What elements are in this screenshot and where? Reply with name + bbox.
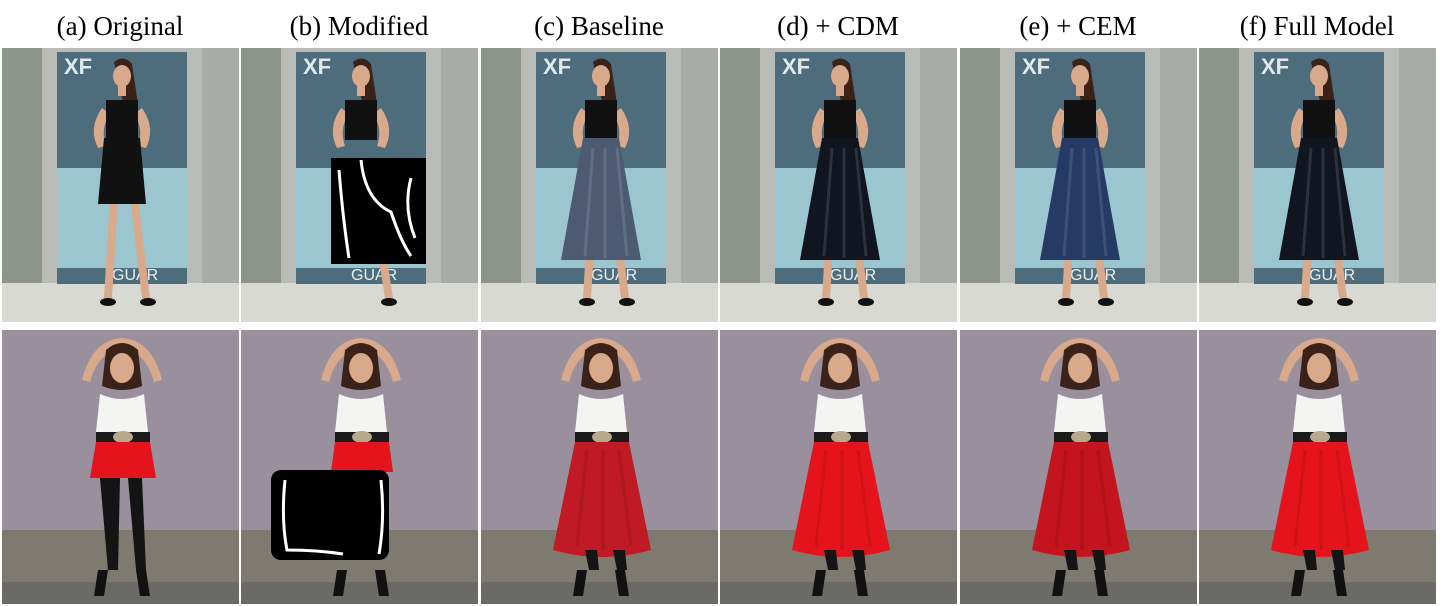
garment bbox=[553, 442, 651, 557]
image-2-baseline bbox=[481, 330, 718, 604]
photo: XF GUAR bbox=[960, 48, 1197, 322]
garment bbox=[98, 138, 146, 204]
photo: XF GUAR bbox=[2, 48, 239, 322]
image-2-cdm bbox=[720, 330, 957, 604]
image-grid: XF GUAR XF GUAR XF GUAR XF GUAR XF GUAR XF GUAR bbox=[2, 48, 1438, 604]
photo: XF GUAR bbox=[481, 48, 718, 322]
banner-text-bottom: GUAR bbox=[830, 267, 876, 284]
photo bbox=[2, 330, 239, 604]
photo bbox=[1199, 330, 1436, 604]
image-1-cdm: XF GUAR bbox=[720, 48, 957, 322]
garment bbox=[1032, 442, 1130, 557]
image-1-baseline: XF GUAR bbox=[481, 48, 718, 322]
column-title-cdm: (d) + CDM bbox=[777, 11, 899, 41]
photo bbox=[481, 330, 718, 604]
garment bbox=[561, 138, 641, 260]
image-1-original: XF GUAR bbox=[2, 48, 239, 322]
banner-text-top: XF bbox=[1261, 54, 1289, 79]
banner-text-top: XF bbox=[1022, 54, 1050, 79]
column-title-modified: (b) Modified bbox=[289, 11, 429, 41]
column-title-cem: (e) + CEM bbox=[1019, 11, 1137, 41]
banner-text-top: XF bbox=[64, 54, 92, 79]
photo: XF GUAR bbox=[720, 48, 957, 322]
column-headers: (a) Original (b) Modified (c) Baseline (… bbox=[0, 8, 1440, 44]
photo: XF GUAR bbox=[1199, 48, 1436, 322]
photo bbox=[241, 330, 478, 604]
garment bbox=[800, 138, 880, 260]
garment bbox=[1279, 138, 1359, 260]
image-2-original bbox=[2, 330, 239, 604]
banner-text-top: XF bbox=[303, 54, 331, 79]
banner-text-top: XF bbox=[543, 54, 571, 79]
garment bbox=[1271, 442, 1369, 557]
garment bbox=[90, 442, 156, 478]
image-2-cem bbox=[960, 330, 1197, 604]
photo bbox=[960, 330, 1197, 604]
garment bbox=[792, 442, 890, 557]
garment bbox=[1040, 138, 1120, 260]
banner-text-top: XF bbox=[782, 54, 810, 79]
mask-region bbox=[331, 158, 426, 264]
image-1-full-model: XF GUAR bbox=[1199, 48, 1436, 322]
photo bbox=[720, 330, 957, 604]
banner-text-bottom: GUAR bbox=[112, 267, 158, 284]
mask-region bbox=[271, 470, 389, 560]
column-title-baseline: (c) Baseline bbox=[534, 11, 664, 41]
image-1-modified: XF GUAR bbox=[241, 48, 478, 322]
image-1-cem: XF GUAR bbox=[960, 48, 1197, 322]
banner-text-bottom: GUAR bbox=[1309, 267, 1355, 284]
column-title-original: (a) Original bbox=[56, 11, 184, 41]
column-title-full-model: (f) Full Model bbox=[1239, 11, 1395, 41]
image-2-modified bbox=[241, 330, 478, 604]
banner-text-bottom: GUAR bbox=[591, 267, 637, 284]
banner-text-bottom: GUAR bbox=[1070, 267, 1116, 284]
image-2-full-model bbox=[1199, 330, 1436, 604]
